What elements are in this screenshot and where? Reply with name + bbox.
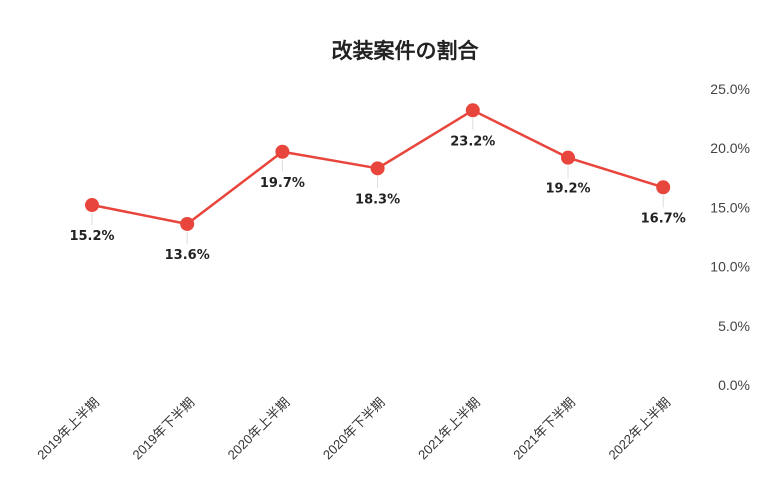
- data-labels: 15.2% 13.6% 19.7% 18.3% 23.2% 19.2% 16.7%: [69, 134, 685, 263]
- data-label: 16.7%: [641, 211, 686, 226]
- chart-title: 改装案件の割合: [332, 39, 480, 63]
- y-tick-label: 15.0%: [710, 199, 750, 215]
- y-tick-label: 10.0%: [710, 259, 750, 275]
- y-tick-label: 5.0%: [718, 318, 750, 334]
- x-tick-label: 2019年下半期: [129, 395, 197, 463]
- data-label: 13.6%: [165, 248, 210, 263]
- y-tick-label: 20.0%: [710, 140, 750, 156]
- data-label-leaders: [91, 118, 664, 244]
- data-label: 19.7%: [260, 176, 305, 191]
- y-tick-label: 0.0%: [718, 377, 750, 393]
- x-axis: 2019年上半期 2019年下半期 2020年上半期 2020年下半期 2021年上半期…: [34, 395, 673, 463]
- series-line-group: [85, 103, 671, 231]
- data-label: 18.3%: [355, 192, 400, 207]
- y-tick-label: 25.0%: [710, 81, 750, 97]
- data-label: 23.2%: [450, 134, 495, 149]
- x-tick-label: 2020年上半期: [225, 395, 293, 463]
- y-axis: 0.0% 5.0% 10.0% 15.0% 20.0% 25.0%: [710, 81, 750, 393]
- data-label: 15.2%: [69, 229, 114, 244]
- data-point-marker: [656, 180, 671, 195]
- data-label: 19.2%: [545, 182, 590, 197]
- data-point-marker: [370, 161, 385, 176]
- x-tick-label: 2021年下半期: [510, 395, 578, 463]
- data-point-marker: [561, 150, 575, 165]
- data-point-marker: [465, 103, 480, 118]
- data-point-marker: [275, 144, 290, 159]
- x-tick-label: 2019年上半期: [34, 395, 102, 463]
- x-tick-label: 2021年上半期: [415, 395, 483, 463]
- x-tick-label: 2020年下半期: [320, 395, 388, 463]
- data-point-marker: [85, 198, 99, 213]
- data-point-marker: [180, 216, 195, 231]
- x-tick-label: 2022年上半期: [605, 395, 673, 463]
